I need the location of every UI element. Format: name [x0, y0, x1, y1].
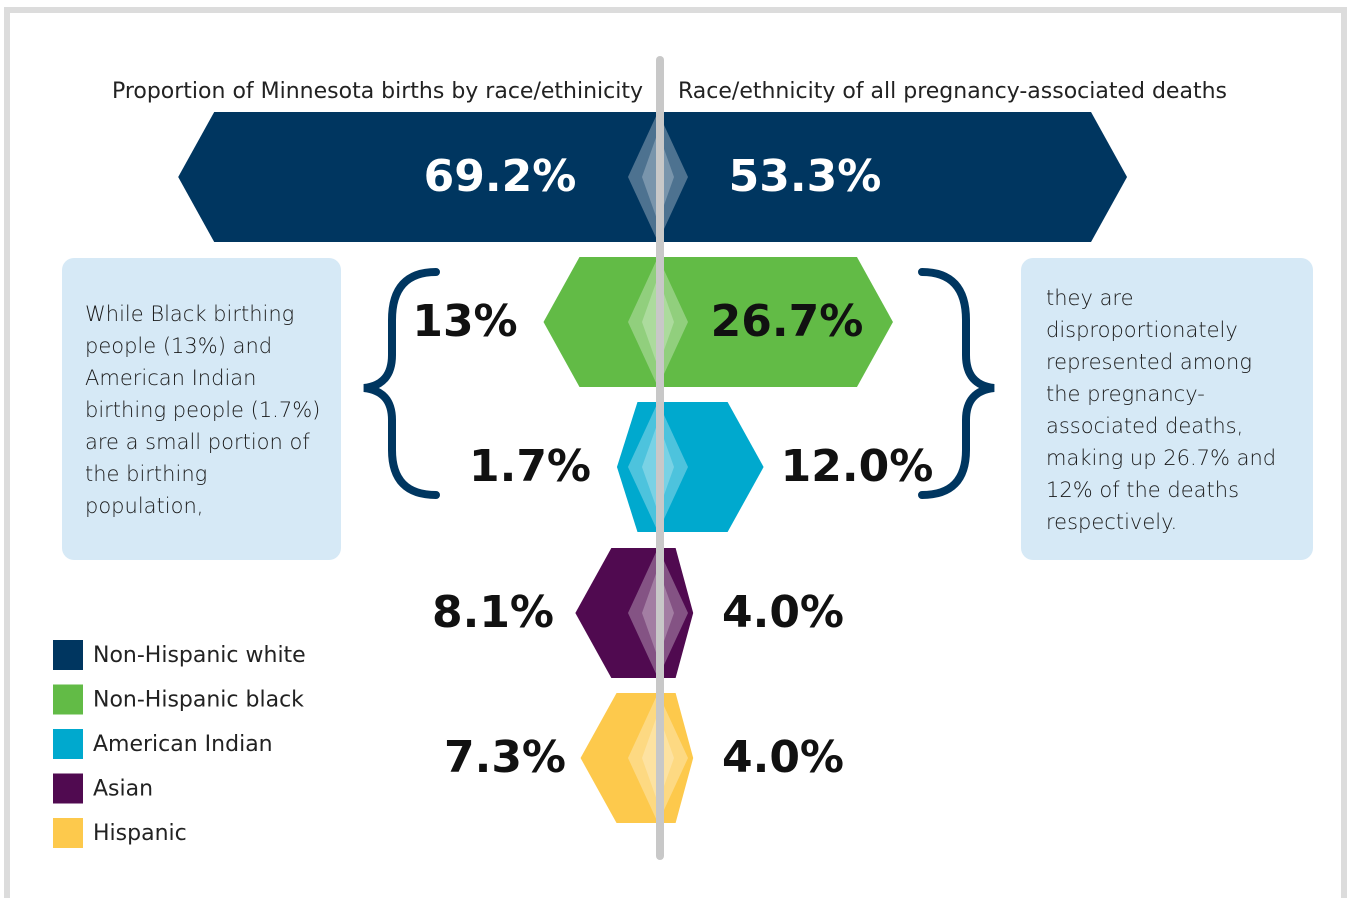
frame	[4, 7, 1347, 898]
legend-label: Non-Hispanic black	[93, 688, 304, 713]
legend-label: American Indian	[93, 732, 273, 757]
right-annotation: they are disproportionately represented …	[1021, 258, 1313, 560]
value-label: 53.3%	[729, 151, 882, 202]
right-bar	[658, 112, 1128, 242]
value-label: 4.0%	[722, 732, 844, 783]
right-bar	[658, 693, 694, 823]
value-label: 69.2%	[424, 151, 577, 202]
left-bar	[616, 402, 658, 532]
legend-label: Non-Hispanic white	[93, 643, 306, 668]
legend-label: Asian	[93, 777, 153, 802]
right-bar	[658, 402, 764, 532]
legend-swatch	[53, 818, 83, 848]
right-title: Race/ethnicity of all pregnancy-associat…	[678, 79, 1227, 104]
left-annotation: While Black birthing people (13%) and Am…	[62, 258, 341, 560]
legend-swatch	[53, 640, 83, 670]
value-label: 4.0%	[722, 587, 844, 638]
value-label: 13%	[412, 296, 517, 347]
value-label: 7.3%	[444, 732, 566, 783]
value-label: 12.0%	[781, 441, 934, 492]
legend-label: Hispanic	[93, 821, 187, 846]
value-label: 26.7%	[711, 296, 864, 347]
left-bar	[178, 112, 658, 242]
right-bar	[658, 548, 694, 678]
legend-swatch	[53, 684, 83, 715]
legend-swatch	[53, 729, 83, 759]
legend-swatch	[53, 773, 83, 804]
value-label: 8.1%	[432, 587, 554, 638]
left-bar	[543, 257, 658, 387]
left-bar	[575, 548, 658, 678]
left-brace	[363, 268, 440, 499]
value-label: 1.7%	[469, 441, 591, 492]
right-brace	[918, 268, 995, 499]
left-bar	[580, 693, 658, 823]
left-title: Proportion of Minnesota births by race/e…	[112, 79, 643, 104]
right-bar	[658, 257, 893, 387]
